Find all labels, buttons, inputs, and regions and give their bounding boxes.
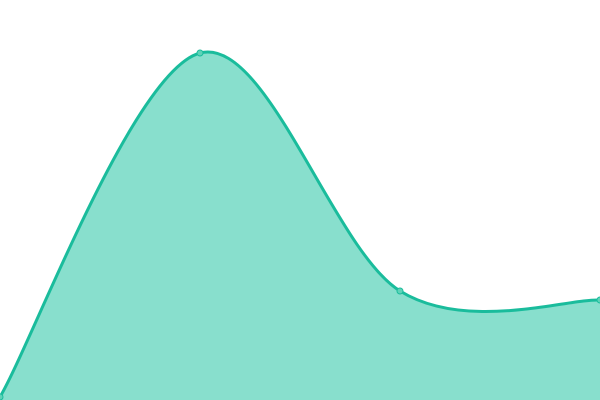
area-fill [0,52,600,400]
data-point-2 [396,287,404,295]
data-point-1 [196,49,204,57]
data-point-0 [0,393,4,400]
data-point-3 [596,296,600,304]
series-line [0,50,600,398]
data-points [0,49,600,400]
